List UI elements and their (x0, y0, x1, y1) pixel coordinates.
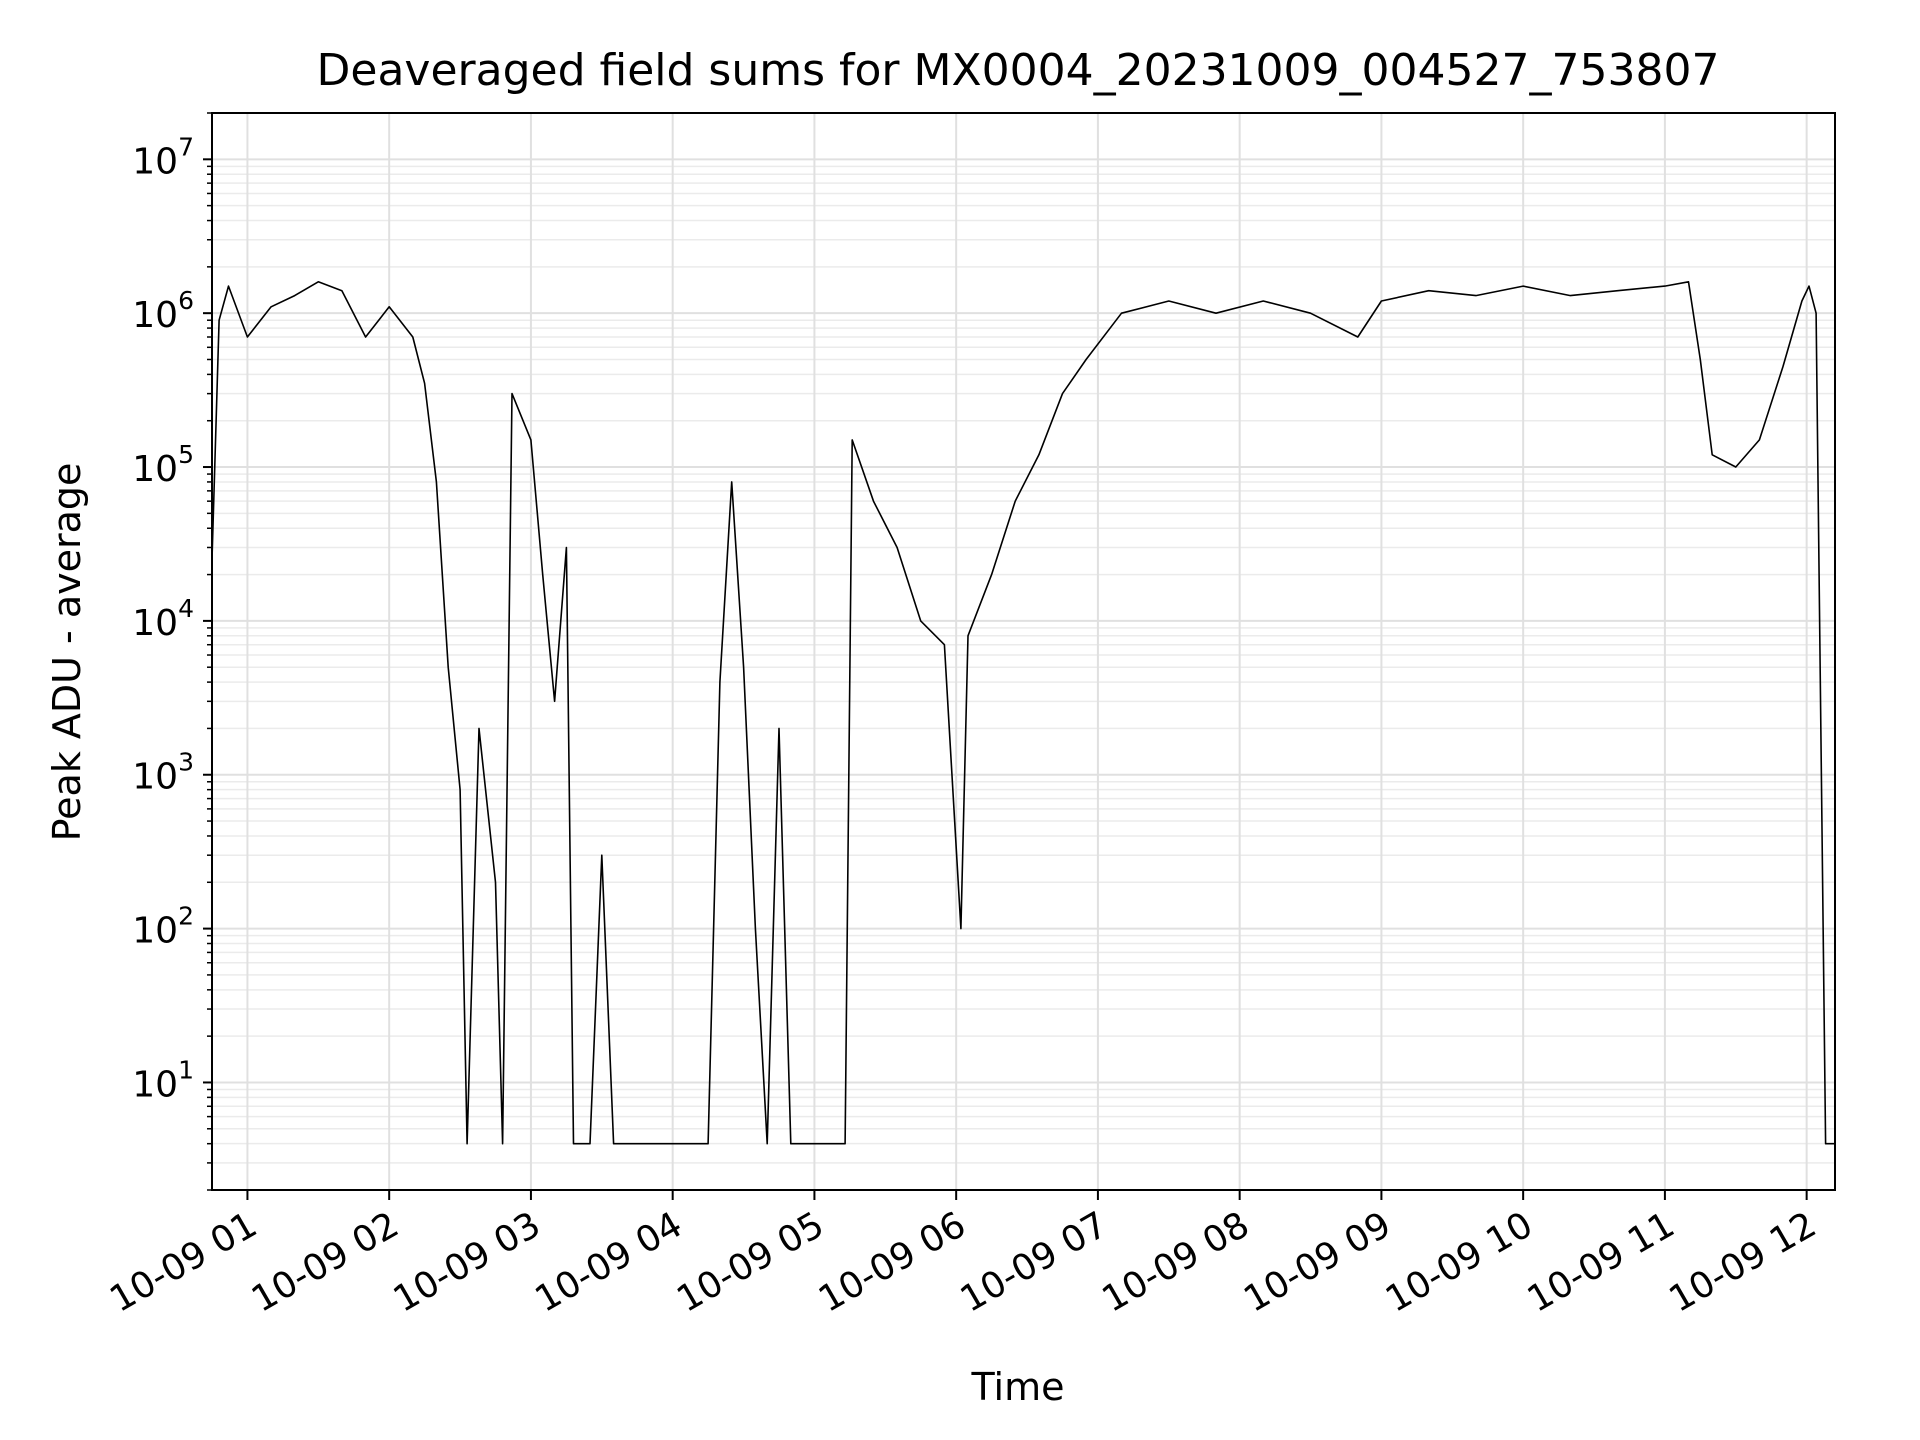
minor-gridlines (212, 112, 1835, 1191)
y-tick-exponent: 1 (178, 1055, 194, 1084)
series-line-1 (211, 280, 1835, 1145)
chart-title: Deaveraged field sums for MX0004_2023100… (317, 45, 1720, 96)
y-axis-label: Peak ADU - average (45, 463, 89, 842)
y-tick-exponent: 6 (178, 286, 194, 315)
plot-frame (211, 112, 1836, 1191)
major-gridlines (212, 113, 1835, 1190)
y-tick-exponent: 2 (178, 902, 194, 931)
x-axis-label: Time (971, 1365, 1065, 1409)
series-layer (211, 280, 1835, 1145)
y-tick-exponent: 4 (178, 594, 194, 623)
y-tick-label: 107 (132, 132, 194, 182)
y-tick-exponent: 3 (178, 748, 194, 777)
y-tick-exponent: 7 (178, 132, 194, 161)
y-tick-exponent: 5 (178, 440, 194, 469)
